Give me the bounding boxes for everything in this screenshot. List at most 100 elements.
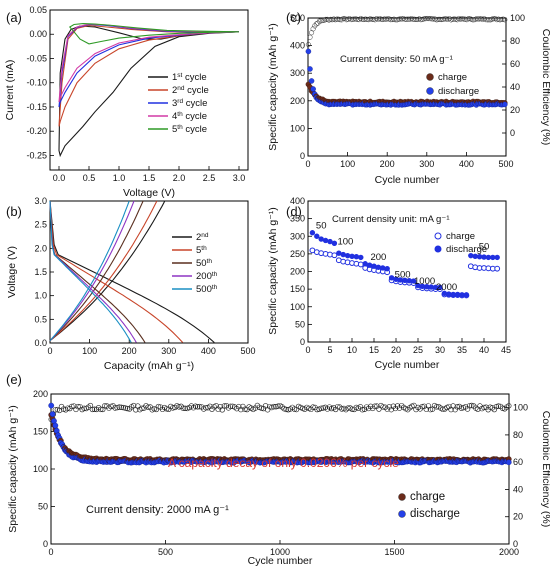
- ce-point: [369, 16, 375, 22]
- x-tick-label: 45: [501, 345, 511, 355]
- ce-point: [467, 16, 473, 22]
- x-tick-label: 200: [122, 346, 137, 356]
- ce-point: [97, 406, 104, 413]
- panel-d-legend: charge discharge: [434, 231, 487, 255]
- rate-label-3: 500: [395, 269, 411, 280]
- discharge-point: [375, 264, 382, 270]
- panel-d-ylabel: Specific capacity (mAh g⁻¹): [267, 207, 279, 335]
- discharge-point: [505, 459, 512, 466]
- ce-point: [73, 406, 79, 413]
- y2-tick-label: 20: [513, 512, 523, 522]
- charge-curve-200th: [49, 200, 135, 341]
- ce-point: [203, 405, 209, 411]
- legend-entry-2: 2nd cycle: [172, 85, 209, 97]
- panel-b-plot-area: [49, 200, 249, 344]
- x-tick-label: 100: [340, 159, 355, 169]
- ce-point: [499, 16, 505, 23]
- ce-point: [382, 404, 388, 410]
- x-tick-label: 20: [391, 345, 401, 355]
- discharge-point: [52, 422, 59, 429]
- y-tick-label: 2.5: [34, 220, 47, 230]
- y-tick-label: 500: [290, 13, 305, 23]
- y-tick-label: 150: [33, 427, 48, 437]
- panel-e-highlight: A capacity decay of only 0.0206% per cyc…: [168, 456, 399, 470]
- cv-curve-5: [68, 23, 240, 45]
- ce-point: [468, 402, 475, 409]
- charge-point: [331, 252, 338, 259]
- cv-curve-1: [58, 25, 240, 158]
- y2-tick-label: 100: [513, 403, 528, 413]
- discharge-point: [490, 254, 496, 261]
- legend-charge-swatch: [434, 232, 442, 240]
- discharge-point: [308, 78, 315, 84]
- ce-point: [180, 405, 186, 411]
- ce-point: [478, 16, 484, 22]
- ce-point: [273, 403, 279, 410]
- panel-e-y2label: Coulombic Efficiency (%): [540, 411, 550, 528]
- discharge-point: [318, 236, 324, 242]
- ce-point: [310, 404, 316, 410]
- legend-charge-swatch: [398, 493, 406, 501]
- ce-point: [372, 403, 378, 409]
- ce-point: [271, 403, 277, 410]
- x-tick-label: 0: [305, 159, 310, 169]
- ce-point: [459, 16, 465, 22]
- y-tick-label: 150: [290, 284, 305, 294]
- x-tick-label: 1500: [384, 547, 404, 557]
- discharge-curve-50th: [49, 200, 146, 343]
- ce-point: [258, 405, 265, 411]
- panel-b-series: [49, 200, 215, 343]
- ce-point: [316, 18, 323, 24]
- ce-point: [380, 404, 386, 410]
- discharge-point: [362, 261, 368, 267]
- ce-point: [320, 405, 326, 411]
- ce-point: [307, 34, 313, 40]
- y-tick-label: 50: [295, 319, 305, 329]
- y2-tick-label: 40: [510, 82, 520, 92]
- discharge-curve-200th: [49, 200, 137, 343]
- ce-point: [385, 16, 391, 22]
- discharge-point: [310, 86, 316, 92]
- panel-c-ticks: 0 100 200 300 400 500 0 100 200 300 400 500 0 20 40 60 8…: [290, 13, 525, 169]
- y-tick-label: 400: [290, 41, 305, 51]
- ce-point: [454, 404, 460, 410]
- ce-point: [339, 406, 345, 412]
- y-tick-label: 0: [300, 337, 305, 347]
- y-tick-label: 0.0: [34, 338, 47, 348]
- ce-point: [305, 42, 311, 48]
- y-tick-label: 400: [290, 196, 305, 206]
- legend-charge: charge: [446, 231, 475, 242]
- charge-point: [494, 265, 501, 272]
- ce-point: [499, 405, 506, 411]
- ce-point: [470, 17, 476, 23]
- ce-point: [275, 403, 281, 409]
- discharge-point: [349, 253, 355, 260]
- discharge-point: [344, 252, 351, 259]
- ce-point: [120, 404, 127, 411]
- ce-point: [151, 406, 157, 412]
- discharge-point: [358, 254, 364, 261]
- ce-point: [489, 16, 495, 22]
- panel-e-ylabel: Specific capacity (mAh g⁻¹): [7, 405, 19, 533]
- ce-point: [481, 16, 487, 22]
- panel-a-xlabel: Voltage (V): [123, 187, 175, 199]
- charge-curve-50th: [49, 200, 144, 341]
- legend-entry-1: 1st cycle: [172, 72, 207, 84]
- rate-label-2: 200: [370, 252, 386, 263]
- ce-point: [332, 406, 339, 413]
- x-tick-label: 400: [201, 346, 216, 356]
- panel-c-ylabel: Specific capacity (mAh g⁻¹): [267, 23, 279, 151]
- ce-point: [413, 406, 419, 413]
- x-tick-label: 1000: [270, 547, 290, 557]
- ce-point: [260, 405, 267, 412]
- rate-label-4: 1000: [414, 276, 435, 287]
- legend-entry-5: 5th cycle: [172, 124, 207, 136]
- ce-point: [372, 17, 378, 23]
- y-tick-label: 0: [43, 539, 48, 549]
- ce-point: [81, 405, 87, 412]
- legend-charge-swatch: [426, 73, 434, 81]
- ce-point: [324, 406, 331, 412]
- ce-point: [318, 18, 324, 24]
